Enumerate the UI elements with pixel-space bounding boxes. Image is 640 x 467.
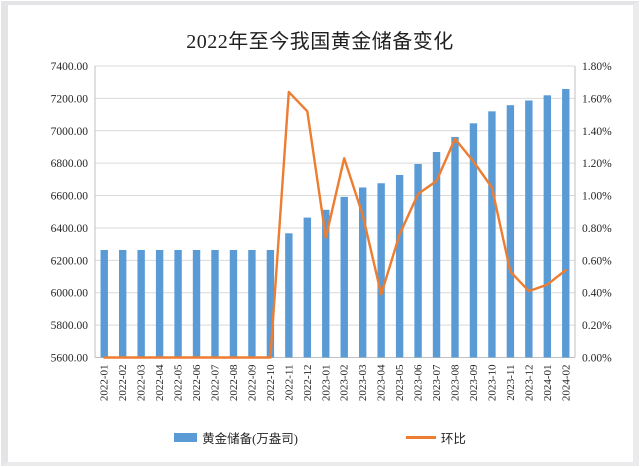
x-axis-label-2023-10: 2023-10 [486, 364, 498, 401]
x-axis-label-2024-02: 2024-02 [560, 365, 572, 402]
y-axis-label-right: 1.80% [582, 61, 612, 73]
y-axis-label-right: 1.20% [582, 158, 612, 170]
legend-label-mom-change: 环比 [440, 432, 466, 446]
bar-2022-07 [211, 249, 219, 358]
y-axis-label-left: 5800.00 [51, 320, 89, 332]
bar-2022-08 [229, 249, 238, 358]
y-axis-label-left: 6000.00 [51, 288, 89, 300]
bar-2023-02 [340, 196, 348, 358]
bar-2022-03 [137, 249, 145, 358]
bar-2023-04 [377, 183, 385, 358]
x-axis-label-2022-04: 2022-04 [154, 364, 166, 401]
bar-2022-02 [118, 249, 127, 358]
x-axis-label-2023-06: 2023-06 [413, 364, 425, 401]
bar-2023-01 [322, 209, 330, 358]
x-axis-label-2022-10: 2022-10 [265, 364, 277, 401]
y-axis-label-right: 0.20% [582, 320, 612, 332]
y-axis-label-left: 6400.00 [51, 223, 89, 235]
x-axis-label-2023-12: 2023-12 [523, 365, 535, 402]
bar-2022-10 [266, 249, 275, 358]
y-axis-label-right: 1.60% [582, 93, 612, 105]
x-axis-label-2023-05: 2023-05 [394, 364, 406, 401]
y-axis-label-left: 5600.00 [51, 353, 89, 365]
x-axis-label-2022-09: 2022-09 [246, 364, 258, 401]
bar-2022-09 [248, 249, 256, 358]
x-axis-label-2023-08: 2023-08 [450, 364, 462, 401]
y-axis-label-right: 0.00% [582, 353, 612, 365]
chart-title: 2022年至今我国黄金储备变化 [186, 31, 454, 53]
y-axis-label-right: 1.40% [582, 126, 612, 138]
bar-2023-05 [395, 174, 404, 358]
bar-2022-05 [174, 249, 182, 358]
x-axis-label-2023-07: 2023-07 [431, 364, 443, 401]
x-axis-label-2022-11: 2022-11 [283, 365, 295, 401]
legend-bar-swatch-icon [174, 433, 198, 442]
x-axis-label-2022-02: 2022-02 [117, 365, 129, 402]
bar-2023-11 [506, 105, 515, 358]
bar-2023-10 [488, 111, 496, 358]
x-axis-label-2022-08: 2022-08 [228, 364, 240, 401]
bar-2022-04 [155, 249, 164, 358]
bar-2023-08 [451, 136, 459, 358]
y-axis-label-right: 0.80% [582, 223, 612, 235]
x-axis-label-2022-05: 2022-05 [173, 364, 185, 401]
legend-line-swatch-icon [405, 436, 436, 439]
bar-2022-01 [100, 249, 108, 358]
x-axis-label-2022-03: 2022-03 [136, 364, 148, 401]
legend-item-mom-change: 环比 [405, 428, 466, 447]
bar-2022-12 [303, 217, 312, 358]
y-axis-label-left: 7000.00 [51, 126, 89, 138]
x-axis-label-2022-07: 2022-07 [210, 364, 222, 401]
bar-2022-11 [285, 233, 293, 358]
bar-2023-07 [432, 151, 441, 358]
x-axis-label-2022-06: 2022-06 [191, 364, 203, 401]
bar-2022-06 [192, 249, 201, 358]
mom-change-line [102, 90, 567, 359]
x-axis-label-2023-04: 2023-04 [376, 364, 388, 401]
bar-2023-03 [358, 187, 367, 358]
x-axis-label-2023-09: 2023-09 [468, 364, 480, 401]
y-axis-label-left: 6600.00 [51, 191, 89, 203]
y-axis-label-right: 0.40% [582, 288, 612, 300]
x-axis-label-2024-01: 2024-01 [542, 365, 554, 402]
bar-2024-02 [562, 88, 570, 358]
y-axis-label-left: 6800.00 [51, 158, 89, 170]
y-axis-label-right: 0.60% [582, 255, 612, 267]
x-axis-label-2023-02: 2023-02 [339, 365, 351, 402]
legend-item-gold-reserves: 黄金储备(万盎司) [174, 428, 298, 447]
x-axis-label-2022-12: 2022-12 [302, 365, 314, 402]
y-axis-label-left: 7400.00 [51, 61, 89, 73]
chart-legend: 黄金储备(万盎司) 环比 [0, 428, 640, 447]
y-axis-label-left: 6200.00 [51, 255, 89, 267]
y-axis-label-right: 1.00% [582, 191, 612, 203]
x-axis-label-2023-01: 2023-01 [320, 365, 332, 402]
legend-label-gold-reserves: 黄金储备(万盎司) [202, 432, 298, 446]
x-axis-label-2022-01: 2022-01 [99, 365, 111, 402]
x-axis-label-2023-03: 2023-03 [357, 364, 369, 401]
bar-2024-01 [543, 95, 552, 358]
x-axis-label-2023-11: 2023-11 [505, 365, 517, 401]
bar-2023-09 [469, 123, 478, 358]
bar-2023-06 [414, 163, 422, 358]
bar-2023-12 [525, 100, 533, 358]
y-axis-label-left: 7200.00 [51, 93, 89, 105]
